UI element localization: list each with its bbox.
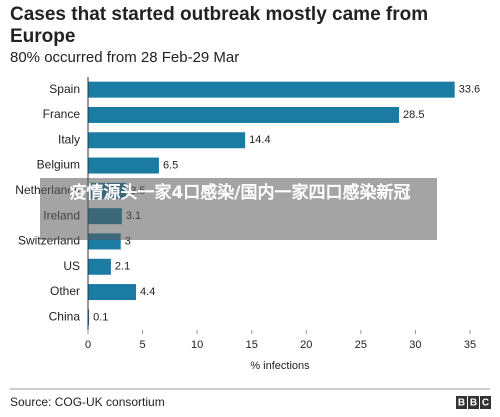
value-label: 6.5 bbox=[163, 159, 178, 171]
chart-subtitle: 80% occurred from 28 Feb-29 Mar bbox=[10, 49, 239, 66]
value-label: 14.4 bbox=[249, 134, 270, 146]
logo-letter: C bbox=[482, 398, 489, 409]
bar bbox=[88, 284, 137, 301]
value-label: 28.5 bbox=[403, 109, 424, 121]
logo-letter: B bbox=[470, 398, 477, 409]
x-tick-label: 0 bbox=[85, 339, 91, 351]
overlay-box: 疫情源头一家4口感染/国内一家四口感染新冠 bbox=[69, 183, 411, 203]
x-tick-label: 15 bbox=[246, 339, 258, 351]
bar bbox=[88, 309, 90, 326]
logo-box bbox=[468, 396, 479, 409]
x-tick-label: 25 bbox=[355, 339, 367, 351]
y-tick-label: US bbox=[63, 259, 80, 273]
bar bbox=[88, 106, 400, 123]
x-tick-label: 20 bbox=[300, 339, 312, 351]
value-label: 4.4 bbox=[140, 286, 155, 298]
overlay-text: 疫情源头一家4口感染/国内一家四口感染新冠 bbox=[69, 183, 411, 203]
y-tick-label: Belgium bbox=[37, 158, 80, 172]
chart-title: Cases that started outbreak mostly came … bbox=[10, 4, 428, 47]
y-tick-label: Spain bbox=[49, 82, 80, 96]
bar bbox=[88, 81, 455, 98]
y-tick-label: China bbox=[49, 310, 81, 324]
overlay-banner bbox=[40, 178, 437, 240]
y-tick-label: Italy bbox=[58, 132, 80, 146]
bar bbox=[88, 157, 159, 174]
source: Source: COG-UK consortium bbox=[10, 395, 165, 409]
value-label: 33.6 bbox=[459, 84, 480, 96]
x-axis-label: % infections bbox=[250, 360, 310, 372]
logo-box bbox=[456, 396, 467, 409]
x-tick-label: 35 bbox=[464, 339, 476, 351]
value-label: 2.1 bbox=[115, 261, 130, 273]
x-tick-label: 5 bbox=[140, 339, 146, 351]
logo-letter: B bbox=[458, 398, 465, 409]
y-tick-label: France bbox=[43, 107, 81, 121]
y-tick-label: Other bbox=[50, 284, 80, 298]
x-tick-label: 30 bbox=[409, 339, 421, 351]
value-label: 0.1 bbox=[93, 311, 108, 323]
bar bbox=[88, 132, 246, 149]
logo-box bbox=[480, 396, 491, 409]
x-tick-label: 10 bbox=[191, 339, 203, 351]
value-label: 3 bbox=[125, 235, 131, 247]
bar bbox=[88, 258, 111, 275]
